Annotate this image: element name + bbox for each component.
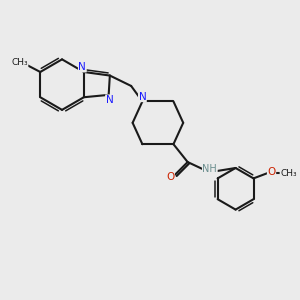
- Text: N: N: [79, 62, 86, 72]
- Text: N: N: [139, 92, 146, 102]
- Text: NH: NH: [202, 164, 217, 174]
- Text: O: O: [267, 167, 276, 177]
- Text: O: O: [166, 172, 174, 182]
- Text: CH₃: CH₃: [280, 169, 297, 178]
- Text: CH₃: CH₃: [11, 58, 28, 67]
- Text: N: N: [106, 95, 113, 105]
